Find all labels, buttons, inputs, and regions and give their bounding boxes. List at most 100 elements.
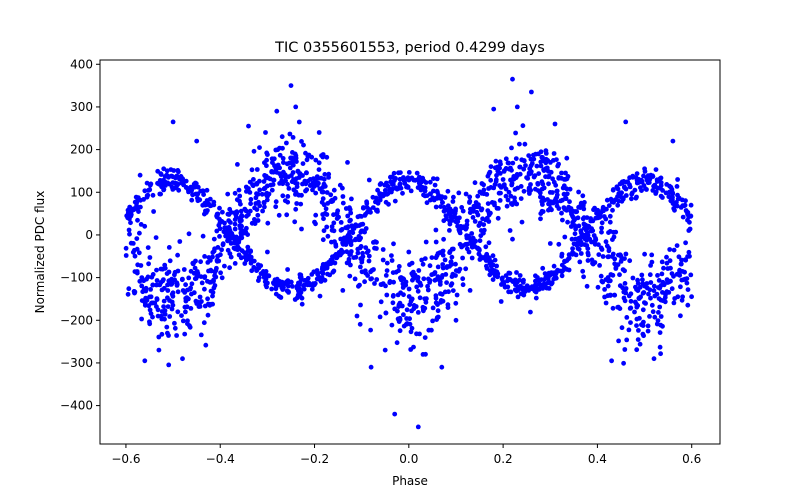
data-point: [390, 300, 396, 306]
data-point: [359, 269, 365, 275]
data-point: [378, 299, 384, 305]
data-point: [207, 279, 213, 285]
data-point: [384, 292, 390, 298]
data-point: [476, 251, 482, 257]
data-point: [165, 330, 170, 336]
data-point: [179, 313, 184, 318]
data-point: [341, 241, 347, 247]
data-point: [192, 276, 198, 282]
data-point: [503, 186, 509, 192]
data-point: [126, 227, 132, 233]
data-point: [154, 278, 160, 283]
data-point: [321, 228, 327, 234]
data-point: [334, 255, 339, 261]
data-point: [340, 288, 346, 293]
data-point: [139, 298, 145, 303]
data-point: [634, 171, 640, 177]
data-point: [295, 286, 301, 292]
data-point: [539, 154, 545, 160]
data-point: [495, 271, 501, 277]
data-point: [298, 201, 304, 207]
data-point: [664, 254, 669, 260]
data-point: [665, 266, 671, 271]
data-point: [239, 224, 245, 229]
data-point: [415, 275, 421, 280]
data-point: [406, 249, 412, 255]
data-point: [471, 237, 477, 243]
data-point: [293, 206, 299, 212]
data-point: [130, 241, 136, 246]
data-point: [134, 199, 140, 204]
data-point: [538, 211, 544, 217]
data-point: [689, 294, 694, 300]
data-point: [569, 236, 575, 242]
data-point: [202, 202, 208, 208]
data-point: [328, 260, 334, 266]
data-point: [685, 302, 691, 308]
data-point: [349, 196, 354, 202]
data-point: [202, 286, 207, 292]
data-point: [169, 291, 175, 297]
y-tick-label: −100: [60, 271, 93, 285]
data-point: [469, 231, 475, 236]
data-point: [501, 281, 507, 287]
data-point: [546, 181, 551, 187]
data-point: [500, 177, 506, 182]
data-point: [589, 239, 594, 245]
y-axis: −400 −300 −200 −100 0 100 200 300 400: [60, 57, 100, 413]
data-point: [429, 255, 435, 260]
data-point: [628, 291, 634, 297]
data-point: [546, 286, 552, 291]
data-point: [430, 318, 435, 324]
data-point: [175, 289, 181, 295]
data-point: [656, 278, 662, 283]
data-point: [590, 228, 596, 234]
data-point: [365, 209, 370, 215]
data-point: [548, 281, 554, 287]
data-point: [284, 212, 290, 218]
data-point: [186, 275, 192, 281]
data-point: [556, 206, 562, 211]
data-point: [191, 270, 197, 276]
data-point: [422, 188, 428, 194]
data-point: [674, 243, 680, 249]
data-point: [652, 182, 658, 188]
data-point: [661, 265, 666, 271]
data-point: [193, 180, 198, 186]
data-point: [440, 265, 446, 271]
y-tick-label: 100: [70, 185, 93, 199]
data-point: [358, 302, 363, 308]
data-point: [606, 248, 612, 254]
data-point: [202, 303, 208, 309]
data-point: [649, 302, 655, 308]
data-point: [648, 295, 653, 301]
data-point: [571, 241, 577, 247]
data-point: [364, 250, 370, 255]
data-point: [294, 159, 299, 165]
data-point: [672, 207, 677, 213]
data-point: [340, 194, 346, 199]
data-point: [277, 181, 282, 186]
data-point: [606, 254, 612, 260]
data-point: [414, 284, 420, 290]
data-point: [290, 284, 295, 289]
data-point: [506, 160, 512, 166]
data-point: [320, 270, 326, 276]
data-point: [284, 140, 289, 146]
data-point: [181, 267, 187, 272]
data-point: [583, 234, 589, 239]
data-point: [442, 257, 448, 263]
data-point: [638, 185, 643, 191]
data-point: [271, 169, 276, 175]
data-point: [596, 252, 602, 257]
data-point: [280, 193, 286, 199]
data-point: [481, 187, 487, 193]
data-point: [576, 246, 582, 252]
data-point: [398, 275, 403, 281]
data-point: [194, 138, 200, 144]
data-point: [270, 182, 276, 187]
data-point: [505, 276, 511, 282]
data-point: [324, 265, 330, 271]
data-point: [488, 164, 494, 170]
data-point: [312, 219, 317, 225]
